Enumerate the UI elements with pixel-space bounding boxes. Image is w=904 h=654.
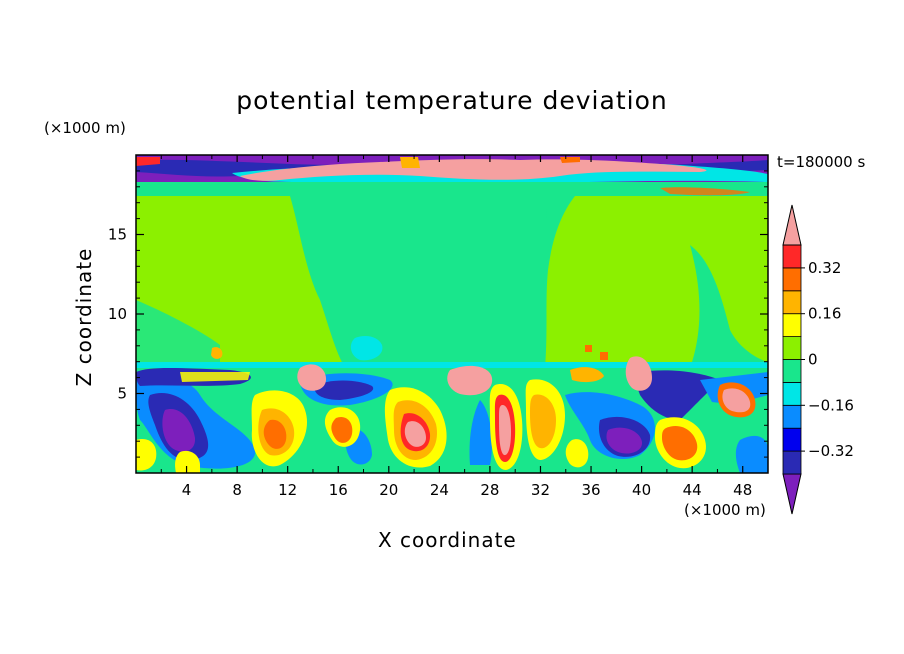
y-axis-unit: (×1000 m) <box>44 119 126 137</box>
x-tick-label: 36 <box>581 481 600 499</box>
colorbar-swatch <box>782 450 802 475</box>
x-tick-label: 12 <box>278 481 297 499</box>
field-region-top-pink <box>240 159 707 181</box>
y-tick-label: 10 <box>108 305 127 323</box>
colorbar-swatch <box>782 267 802 292</box>
colorbar-swatch <box>782 404 802 429</box>
x-tick-label: 48 <box>733 481 752 499</box>
x-tick-label: 8 <box>232 481 242 499</box>
colorbar-extend-high <box>782 204 802 246</box>
colorbar-swatch <box>782 359 802 383</box>
y-tick-label: 5 <box>117 385 127 403</box>
colorbar-swatch <box>782 427 802 452</box>
colorbar-swatch <box>782 244 802 269</box>
x-tick-label: 28 <box>480 481 499 499</box>
colorbar-swatch <box>782 381 802 406</box>
x-tick-label: 4 <box>182 481 192 499</box>
colorbar-label: 0.32 <box>808 259 841 277</box>
field-region-central-green <box>290 196 575 368</box>
x-tick-label: 16 <box>329 481 348 499</box>
colorbar-swatch <box>782 313 802 338</box>
colorbar-label: −0.16 <box>808 396 854 414</box>
x-axis: 4 8 12 16 20 24 28 32 36 40 44 48 <box>160 155 752 499</box>
colorbar-extend-low <box>782 473 802 515</box>
chart-title: potential temperature deviation <box>236 86 668 115</box>
colorbar-swatch <box>782 336 802 360</box>
x-tick-label: 40 <box>632 481 651 499</box>
x-tick-label: 24 <box>430 481 449 499</box>
y-axis: 5 10 15 <box>108 170 768 458</box>
time-annotation: t=180000 s <box>777 153 866 171</box>
x-tick-label: 44 <box>683 481 702 499</box>
colorbar: 0.32 0.16 0 −0.16 −0.32 <box>782 204 854 515</box>
y-tick-label: 15 <box>108 226 127 244</box>
colorbar-label: 0 <box>808 351 818 369</box>
x-tick-label: 20 <box>379 481 398 499</box>
x-axis-unit: (×1000 m) <box>684 501 766 519</box>
colorbar-label: 0.16 <box>808 305 841 323</box>
colorbar-label: −0.32 <box>808 442 854 460</box>
colorbar-swatch <box>782 290 802 315</box>
x-tick-label: 32 <box>531 481 550 499</box>
x-axis-label: X coordinate <box>378 528 517 552</box>
contour-field <box>136 155 768 473</box>
